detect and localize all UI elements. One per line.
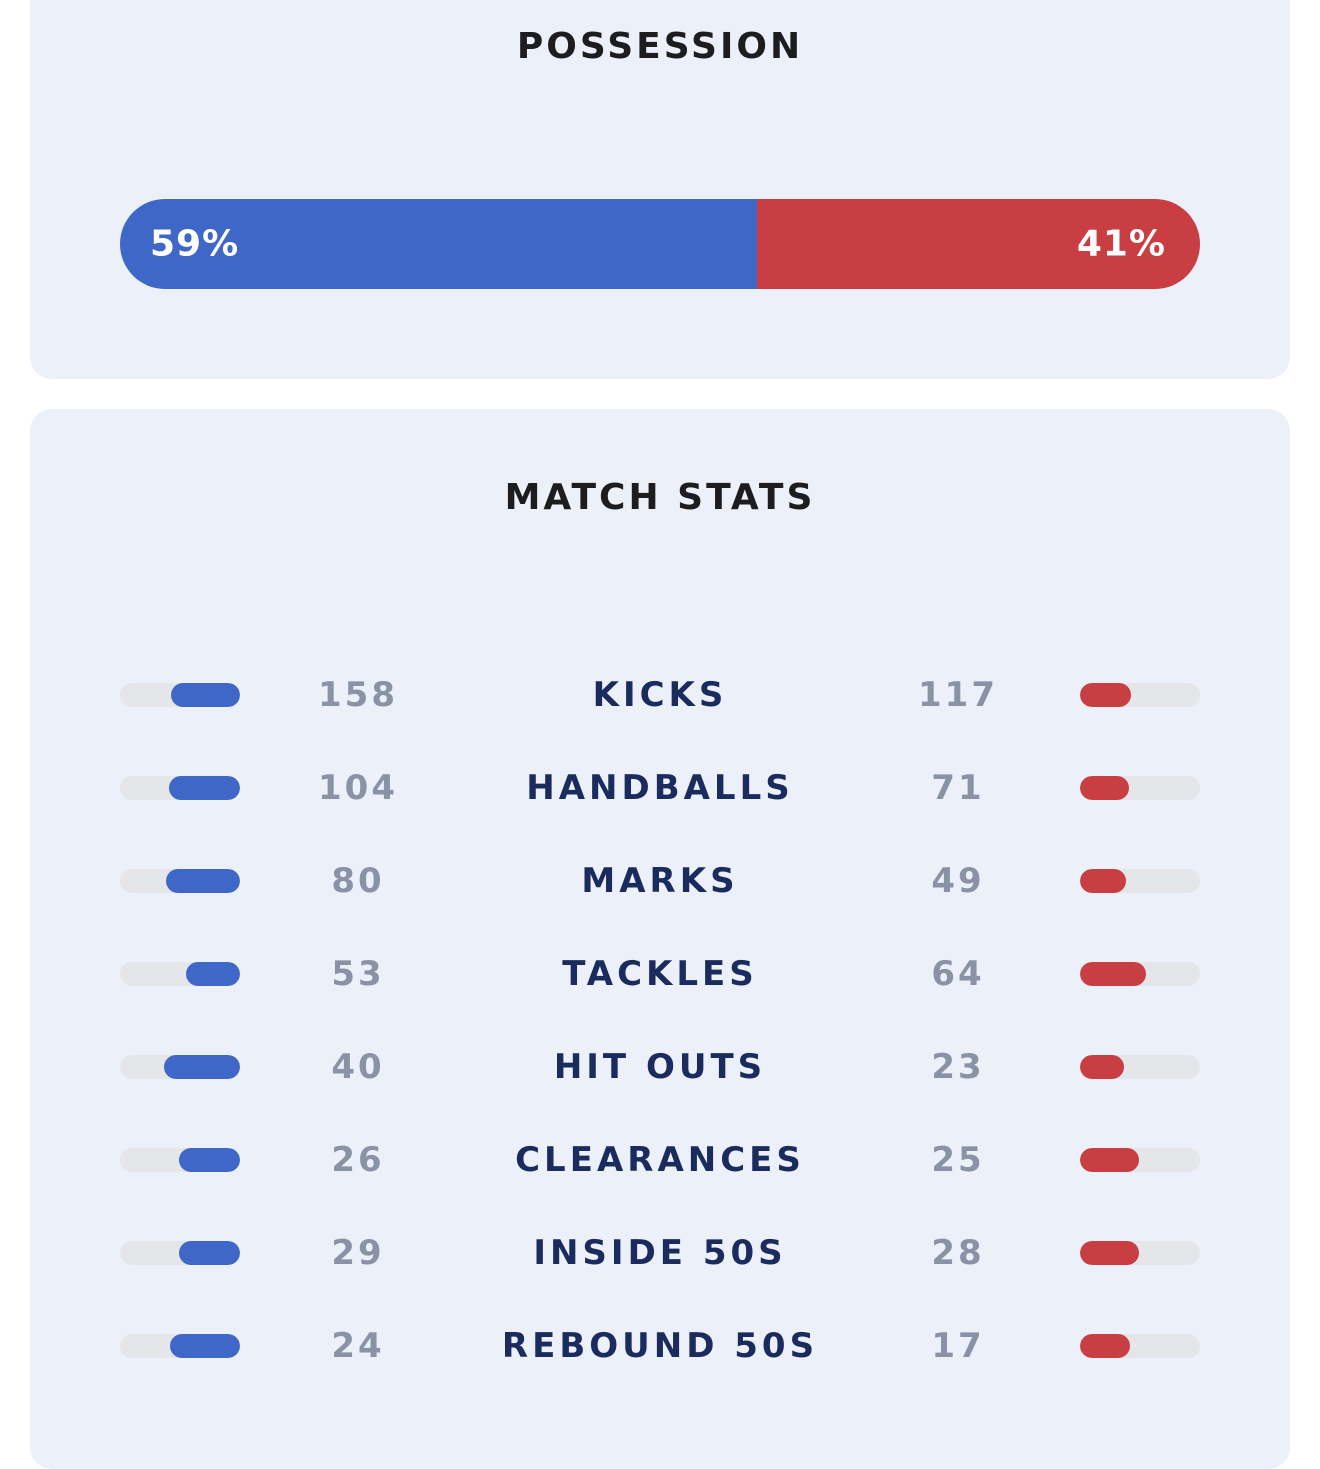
away-stat-bar-fill <box>1080 1334 1130 1358</box>
away-stat-bar-fill <box>1080 869 1126 893</box>
stat-row-marks: 80 MARKS 49 <box>30 851 1290 911</box>
home-stat-bar <box>120 962 240 986</box>
away-stat-bar <box>1080 1241 1200 1265</box>
possession-home-label: 59% <box>150 223 240 265</box>
away-stat-bar <box>1080 1334 1200 1358</box>
away-stat-bar-fill <box>1080 1055 1124 1079</box>
possession-away-label: 41% <box>1076 223 1166 265</box>
home-stat-value: 40 <box>331 1047 385 1087</box>
home-stat-bar-fill <box>185 962 240 986</box>
away-stat-value: 17 <box>931 1326 985 1366</box>
stat-label: CLEARANCES <box>515 1140 805 1180</box>
stat-label: REBOUND 50S <box>501 1326 819 1366</box>
home-stat-bar-fill <box>168 776 240 800</box>
home-stat-value: 158 <box>318 675 398 715</box>
home-stat-bar <box>120 869 240 893</box>
stat-label: HANDBALLS <box>526 768 794 808</box>
home-stat-bar <box>120 1241 240 1265</box>
home-stat-bar <box>120 1148 240 1172</box>
stat-label: HIT OUTS <box>553 1047 767 1087</box>
possession-home-segment: 59% <box>120 199 758 289</box>
stat-label: MARKS <box>581 861 739 901</box>
match-stats-card: MATCH STATS 158 KICKS 117 104 HANDBALLS … <box>30 409 1290 1469</box>
home-stat-bar <box>120 1055 240 1079</box>
away-stat-bar-fill <box>1080 683 1132 707</box>
stat-row-tackles: 53 TACKLES 64 <box>30 944 1290 1004</box>
possession-bar: 59% 41% <box>120 199 1200 289</box>
away-stat-value: 25 <box>931 1140 985 1180</box>
away-stat-value: 64 <box>931 954 985 994</box>
home-stat-bar-fill <box>169 1334 240 1358</box>
home-stat-bar-fill <box>165 869 240 893</box>
home-stat-value: 24 <box>331 1326 385 1366</box>
stat-label: KICKS <box>592 675 728 715</box>
home-stat-value: 29 <box>331 1233 385 1273</box>
away-stat-bar-fill <box>1080 962 1146 986</box>
match-stats-title: MATCH STATS <box>504 477 816 518</box>
away-stat-bar-fill <box>1080 1241 1139 1265</box>
home-stat-bar <box>120 683 240 707</box>
away-stat-bar <box>1080 1055 1200 1079</box>
away-stat-bar <box>1080 683 1200 707</box>
stat-label: TACKLES <box>562 954 758 994</box>
away-stat-bar <box>1080 776 1200 800</box>
home-stat-value: 80 <box>331 861 385 901</box>
possession-title: POSSESSION <box>516 26 804 67</box>
away-stat-value: 49 <box>931 861 985 901</box>
home-stat-bar-fill <box>171 683 240 707</box>
possession-away-segment: 41% <box>757 199 1200 289</box>
home-stat-value: 53 <box>331 954 385 994</box>
stat-row-handballs: 104 HANDBALLS 71 <box>30 758 1290 818</box>
home-stat-bar-fill <box>163 1055 240 1079</box>
stat-row-clearances: 26 CLEARANCES 25 <box>30 1130 1290 1190</box>
home-stat-bar-fill <box>178 1241 240 1265</box>
home-stat-bar <box>120 1334 240 1358</box>
stat-label: INSIDE 50S <box>533 1233 787 1273</box>
stat-row-inside-50s: 29 INSIDE 50S 28 <box>30 1223 1290 1283</box>
home-stat-value: 26 <box>331 1140 385 1180</box>
stat-row-rebound-50s: 24 REBOUND 50S 17 <box>30 1316 1290 1376</box>
away-stat-bar-fill <box>1080 1148 1139 1172</box>
stat-row-hit-outs: 40 HIT OUTS 23 <box>30 1037 1290 1097</box>
away-stat-bar <box>1080 869 1200 893</box>
possession-card: POSSESSION 59% 41% <box>30 0 1290 379</box>
away-stat-value: 23 <box>931 1047 985 1087</box>
away-stat-bar-fill <box>1080 776 1129 800</box>
away-stat-bar <box>1080 1148 1200 1172</box>
away-stat-bar <box>1080 962 1200 986</box>
away-stat-value: 28 <box>931 1233 985 1273</box>
home-stat-bar <box>120 776 240 800</box>
away-stat-value: 71 <box>931 768 985 808</box>
home-stat-value: 104 <box>318 768 398 808</box>
stat-row-kicks: 158 KICKS 117 <box>30 665 1290 725</box>
away-stat-value: 117 <box>918 675 998 715</box>
home-stat-bar-fill <box>178 1148 240 1172</box>
